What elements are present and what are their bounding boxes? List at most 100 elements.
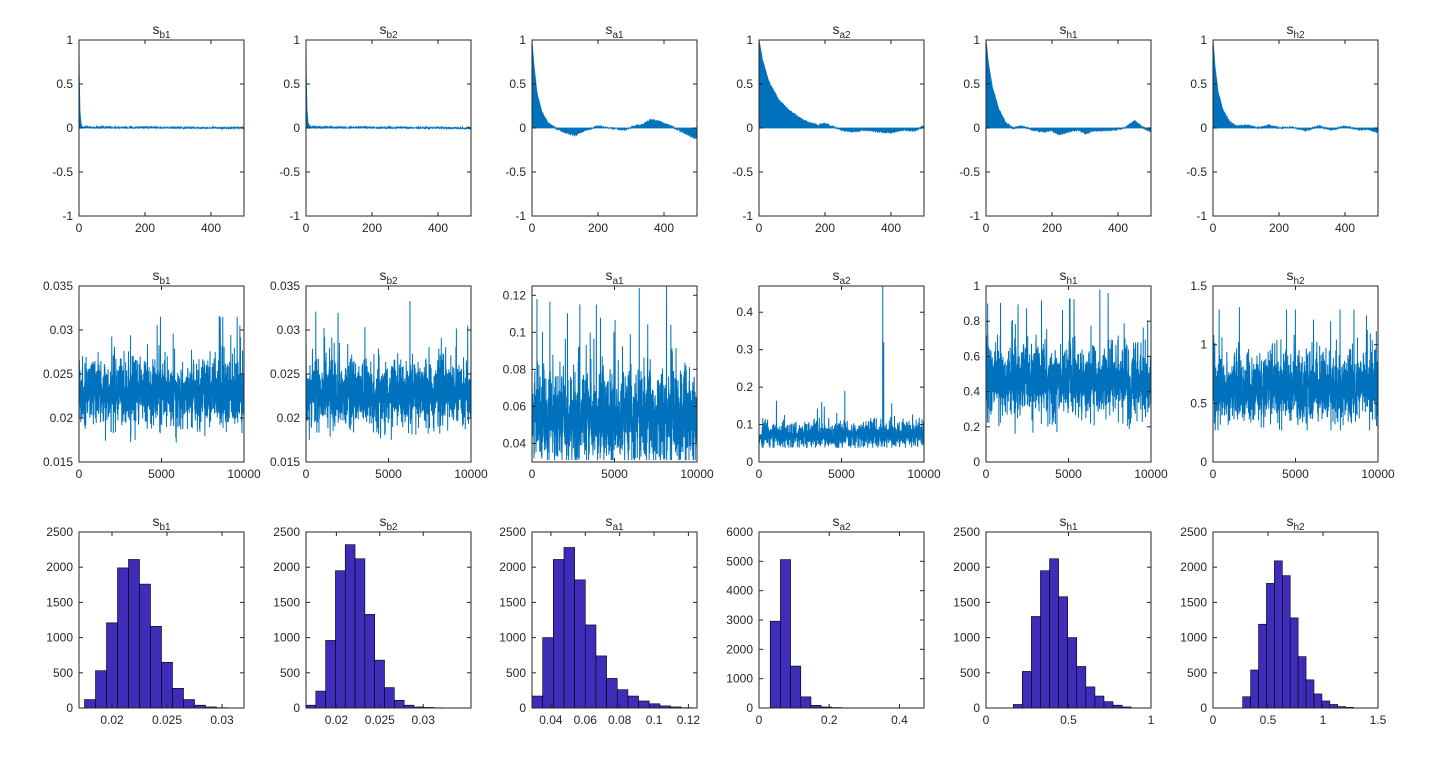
y-tick-label: 0.2 bbox=[736, 380, 753, 394]
y-tick-label: 0.025 bbox=[43, 367, 73, 381]
x-tick-label: 10000 bbox=[1361, 467, 1395, 481]
panel-title: sb1 bbox=[152, 513, 171, 533]
y-tick-label: 500 bbox=[53, 666, 73, 680]
histogram-bar bbox=[1049, 558, 1059, 708]
axes-box bbox=[531, 531, 698, 709]
plot-area bbox=[84, 559, 239, 708]
x-tick-label: 200 bbox=[815, 221, 835, 235]
panel-title-main: s bbox=[1059, 267, 1066, 283]
y-tick-label: 1 bbox=[973, 279, 980, 293]
y-tick-label: -1 bbox=[1196, 209, 1207, 223]
y-tick-label: 3000 bbox=[726, 613, 753, 627]
panel-title-subscript: a2 bbox=[839, 30, 851, 41]
histogram-bar bbox=[1313, 693, 1323, 708]
panel-title-subscript: b1 bbox=[159, 30, 171, 41]
y-tick-label: 4000 bbox=[726, 584, 753, 598]
x-tick-label: 0 bbox=[983, 467, 990, 481]
panel-trace-sa1: 0 5000 10000 0.12 0.1 0.08 0.06 0.04 sa1 bbox=[503, 267, 714, 481]
plot-area bbox=[986, 40, 1151, 136]
histogram-bar bbox=[1067, 637, 1078, 708]
y-tick-label: -1 bbox=[742, 209, 753, 223]
x-tick-label: 5000 bbox=[1282, 467, 1309, 481]
y-tick-label: 1 bbox=[1200, 33, 1207, 47]
plot-area bbox=[986, 289, 1151, 434]
y-tick-label: 1 bbox=[519, 33, 526, 47]
y-tick-label: -0.5 bbox=[959, 165, 980, 179]
panel-trace-sh1: 0 5000 10000 1 0.8 0.6 0.4 0.2 0 sh1 bbox=[963, 267, 1168, 481]
plot-area bbox=[769, 559, 924, 708]
y-tick-label: 0 bbox=[973, 455, 980, 469]
x-tick-label: 0 bbox=[303, 467, 310, 481]
y-tick-label: 1 bbox=[746, 33, 753, 47]
x-tick-label: 0.04 bbox=[539, 713, 563, 727]
histogram-bar bbox=[1329, 704, 1339, 708]
y-tick-label: 0.6 bbox=[963, 349, 980, 363]
histogram-bar bbox=[648, 703, 661, 708]
histogram-bar bbox=[780, 559, 791, 708]
x-tick-label: 5000 bbox=[375, 467, 402, 481]
histogram-bar bbox=[95, 670, 107, 708]
x-tick-label: 10000 bbox=[454, 467, 488, 481]
y-tick-label: 0 bbox=[746, 121, 753, 135]
panel-title-subscript: b2 bbox=[386, 522, 398, 533]
y-tick-label: 0.4 bbox=[736, 305, 753, 319]
histogram-bar bbox=[1297, 656, 1307, 708]
y-tick-label: 2500 bbox=[499, 525, 526, 539]
histogram-bar bbox=[364, 614, 375, 708]
y-tick-label: 1000 bbox=[953, 631, 980, 645]
panel-acf-sh2: 0 200 400 1 0.5 0 -0.5 -1 sh2 bbox=[1186, 21, 1379, 235]
panel-title-main: s bbox=[1286, 513, 1293, 529]
y-tick-label: 0.5 bbox=[1190, 396, 1207, 410]
acf-area bbox=[306, 40, 471, 131]
y-tick-label: 1.5 bbox=[1190, 279, 1207, 293]
histogram-bar bbox=[563, 547, 575, 708]
histogram-bar bbox=[354, 558, 366, 708]
y-tick-label: 0.02 bbox=[277, 411, 301, 425]
histogram-bar bbox=[553, 559, 565, 708]
panel-title-subscript: a2 bbox=[839, 276, 851, 287]
x-tick-label: 0.06 bbox=[574, 713, 598, 727]
y-tick-label: 1500 bbox=[499, 595, 526, 609]
histogram-bar bbox=[627, 695, 639, 708]
histogram-bar bbox=[800, 696, 812, 708]
histogram-bar bbox=[161, 661, 173, 708]
panel-hist-sb1: 0.02 0.025 0.03 2500 2000 1500 1000 500 0 sb1 bbox=[46, 513, 245, 727]
y-tick-label: 1 bbox=[1200, 338, 1207, 352]
panel-acf-sb1: 0 200 400 1 0.5 0 -0.5 -1 sb1 bbox=[52, 21, 245, 235]
panel-title-subscript: h1 bbox=[1066, 276, 1078, 287]
panel-title: sb2 bbox=[379, 267, 398, 287]
histogram-bar bbox=[1289, 617, 1299, 708]
histogram-bar bbox=[183, 699, 195, 708]
y-tick-label: 0 bbox=[1200, 455, 1207, 469]
y-tick-label: 2000 bbox=[726, 642, 753, 656]
histogram-bar bbox=[344, 544, 356, 708]
histogram-bar bbox=[139, 583, 151, 708]
plot-area bbox=[306, 300, 471, 441]
x-tick-label: 0 bbox=[756, 221, 763, 235]
panel-title-main: s bbox=[1059, 21, 1066, 37]
panel-title: sa2 bbox=[832, 513, 851, 533]
histogram-bar bbox=[1305, 679, 1315, 708]
panel-title-main: s bbox=[832, 513, 839, 529]
plot-area bbox=[79, 40, 244, 131]
histogram-bar bbox=[150, 626, 162, 708]
y-tick-label: 0 bbox=[746, 701, 753, 715]
x-tick-label: 0 bbox=[76, 221, 83, 235]
histogram-bar bbox=[1258, 623, 1267, 708]
y-tick-label: 0 bbox=[973, 701, 980, 715]
x-tick-label: 200 bbox=[1269, 221, 1289, 235]
acf-area bbox=[79, 40, 244, 131]
y-tick-label: 1500 bbox=[46, 595, 73, 609]
y-tick-label: -1 bbox=[62, 209, 73, 223]
x-tick-label: 1 bbox=[1320, 713, 1327, 727]
y-tick-label: 0 bbox=[1200, 701, 1207, 715]
x-tick-label: 0.2 bbox=[821, 713, 838, 727]
histogram-bar bbox=[325, 640, 336, 708]
y-tick-label: 0 bbox=[66, 121, 73, 135]
y-tick-label: 0.015 bbox=[270, 455, 300, 469]
x-tick-label: 0 bbox=[756, 467, 763, 481]
x-tick-label: 10000 bbox=[227, 467, 261, 481]
panel-title-subscript: h2 bbox=[1293, 276, 1305, 287]
y-tick-label: 0 bbox=[746, 455, 753, 469]
panel-trace-sb1: 0 5000 10000 0.035 0.03 0.025 0.02 0.015 sb1 bbox=[43, 267, 261, 481]
